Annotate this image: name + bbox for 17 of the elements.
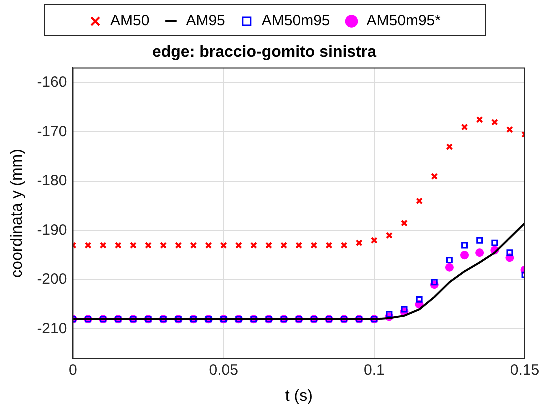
x-tick-label: 0.15 bbox=[510, 362, 540, 379]
y-tick-label: -170 bbox=[37, 123, 68, 140]
x-tick-label: 0.1 bbox=[364, 362, 385, 379]
y-tick-label: -200 bbox=[37, 271, 68, 288]
x-axis-title: t (s) bbox=[285, 388, 313, 405]
y-tick-label: -210 bbox=[37, 320, 68, 338]
y-tick-label: -160 bbox=[37, 74, 68, 92]
x-tick-label: 0.05 bbox=[209, 362, 238, 379]
legend-label: AM50 bbox=[110, 12, 150, 30]
y-axis-title: coordinata y (mm) bbox=[9, 149, 26, 278]
x-tick-label: 0 bbox=[69, 362, 78, 379]
chart-title: edge: braccio-gomito sinistra bbox=[152, 44, 377, 62]
legend-label: AM50m95 bbox=[262, 12, 330, 30]
y-tick-label: -180 bbox=[37, 172, 68, 190]
y-tick-label: -190 bbox=[37, 222, 68, 239]
legend-label: AM50m95* bbox=[366, 12, 442, 30]
legend-label: AM95 bbox=[186, 12, 226, 30]
